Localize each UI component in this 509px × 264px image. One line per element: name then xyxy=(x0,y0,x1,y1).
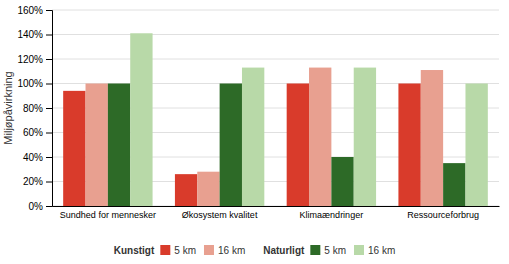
x-axis: Sundhed for mennesker Økosystem kvalitet K… xyxy=(53,206,500,220)
plot: 0% 20% 40% 60% 80% 100% 120% 140% 160% Sundhed fo… xyxy=(2,5,500,221)
bar xyxy=(130,33,152,206)
tick-label: 140% xyxy=(17,29,43,40)
tick-mark xyxy=(46,133,52,134)
tick-mark xyxy=(46,182,52,183)
legend-swatch xyxy=(310,245,320,255)
tick-mark xyxy=(46,157,52,158)
grid-line xyxy=(52,59,499,60)
legend-label: 16 km xyxy=(368,245,395,256)
tick: Klimaændringer xyxy=(300,206,364,220)
legend: Kunstigt 5 km 16 km Naturligt 5 km 16 km xyxy=(114,245,395,256)
y-axis-title: Miljøpåvirkning xyxy=(2,71,14,144)
legend-label: 5 km xyxy=(324,245,346,256)
tick-label: Sundhed for mennesker xyxy=(60,210,156,220)
bar xyxy=(309,68,331,206)
tick: 20% xyxy=(23,176,52,187)
axis-line xyxy=(53,206,500,207)
bar xyxy=(242,68,264,206)
bar xyxy=(465,84,487,207)
bar xyxy=(354,68,376,206)
bar xyxy=(421,70,443,206)
bar xyxy=(197,172,219,206)
bar xyxy=(331,157,353,206)
tick-label: 40% xyxy=(23,152,43,163)
bar xyxy=(443,163,465,206)
grid-line xyxy=(52,34,499,35)
tick: 60% xyxy=(23,127,52,138)
tick: Ressourceforbrug xyxy=(407,206,479,220)
legend-swatch xyxy=(160,245,170,255)
bar-series xyxy=(130,33,488,206)
legend-swatch xyxy=(204,245,214,255)
tick: 120% xyxy=(17,54,52,65)
tick-mark xyxy=(46,206,52,207)
bar xyxy=(220,84,242,207)
grid xyxy=(52,10,499,206)
tick-mark xyxy=(46,108,52,109)
grid-line xyxy=(52,10,499,11)
tick: 160% xyxy=(17,5,52,16)
y-axis: 0% 20% 40% 60% 80% 100% 120% 140% 160% xyxy=(17,5,52,212)
legend-group-label: Naturligt xyxy=(263,245,305,256)
tick: 100% xyxy=(17,78,52,89)
tick: 40% xyxy=(23,152,52,163)
legend-label: 5 km xyxy=(174,245,196,256)
tick: 80% xyxy=(23,103,52,114)
tick-mark xyxy=(46,35,52,36)
bar xyxy=(86,84,108,207)
bar xyxy=(398,84,420,207)
tick: 140% xyxy=(17,29,52,40)
bar xyxy=(63,91,85,206)
legend-label: 16 km xyxy=(218,245,245,256)
bar xyxy=(287,84,309,207)
chart: 0% 20% 40% 60% 80% 100% 120% 140% 160% Sundhed fo… xyxy=(0,0,509,264)
bar xyxy=(175,174,197,206)
bar xyxy=(108,84,130,207)
tick-label: Økosystem kvalitet xyxy=(182,210,258,220)
tick-label: 0% xyxy=(29,201,44,212)
axis-line xyxy=(46,11,53,207)
tick-label: 60% xyxy=(23,127,43,138)
bars xyxy=(63,33,488,206)
tick-label: 160% xyxy=(17,5,43,16)
tick-mark xyxy=(46,10,52,11)
tick-label: 20% xyxy=(23,176,43,187)
tick-label: 80% xyxy=(23,103,43,114)
tick: Sundhed for mennesker xyxy=(60,206,156,220)
tick-mark xyxy=(46,59,52,60)
tick: 0% xyxy=(29,201,52,212)
tick-label: 120% xyxy=(17,54,43,65)
tick-label: Ressourceforbrug xyxy=(407,210,479,220)
legend-group-label: Kunstigt xyxy=(114,245,155,256)
tick-label: 100% xyxy=(17,78,43,89)
tick-mark xyxy=(46,84,52,85)
legend-swatch xyxy=(354,245,364,255)
tick-label: Klimaændringer xyxy=(300,210,364,220)
bar-series xyxy=(108,84,466,207)
tick: Økosystem kvalitet xyxy=(182,206,258,220)
